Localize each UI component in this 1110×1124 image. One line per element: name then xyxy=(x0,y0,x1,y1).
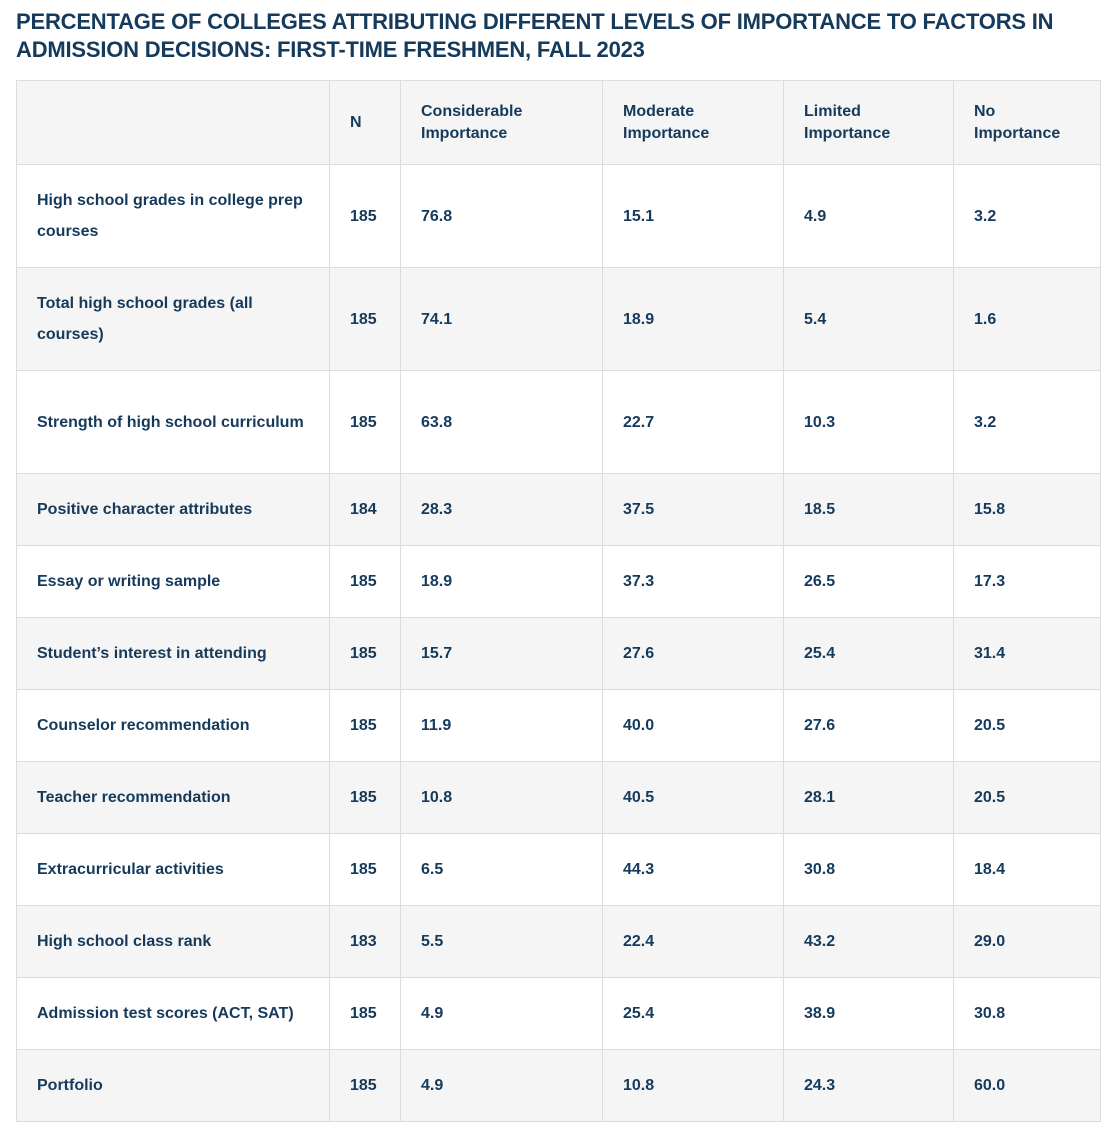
considerable-cell: 28.3 xyxy=(400,473,603,546)
n-cell: 185 xyxy=(329,761,401,834)
limited-cell: 38.9 xyxy=(783,977,954,1050)
header-none: No Importance xyxy=(953,80,1101,165)
moderate-cell: 27.6 xyxy=(602,617,784,690)
header-factor xyxy=(16,80,330,165)
factor-cell: Extracurricular activities xyxy=(16,833,330,906)
header-considerable: Considerable Importance xyxy=(400,80,603,165)
none-cell: 3.2 xyxy=(953,370,1101,474)
table-row: Essay or writing sample 185 18.9 37.3 26.5 17… xyxy=(16,545,1101,618)
header-n: N xyxy=(329,80,401,165)
moderate-cell: 10.8 xyxy=(602,1049,784,1122)
none-cell: 18.4 xyxy=(953,833,1101,906)
moderate-cell: 15.1 xyxy=(602,164,784,268)
n-cell: 184 xyxy=(329,473,401,546)
factor-cell: Teacher recommendation xyxy=(16,761,330,834)
moderate-cell: 22.7 xyxy=(602,370,784,474)
considerable-cell: 63.8 xyxy=(400,370,603,474)
header-row: N Considerable Importance Moderate Impor… xyxy=(16,80,1101,165)
limited-cell: 27.6 xyxy=(783,689,954,762)
none-cell: 30.8 xyxy=(953,977,1101,1050)
considerable-cell: 15.7 xyxy=(400,617,603,690)
limited-cell: 24.3 xyxy=(783,1049,954,1122)
considerable-cell: 76.8 xyxy=(400,164,603,268)
none-cell: 15.8 xyxy=(953,473,1101,546)
limited-cell: 26.5 xyxy=(783,545,954,618)
none-cell: 31.4 xyxy=(953,617,1101,690)
n-cell: 185 xyxy=(329,164,401,268)
factor-cell: Portfolio xyxy=(16,1049,330,1122)
table-title: PERCENTAGE OF COLLEGES ATTRIBUTING DIFFE… xyxy=(16,9,1054,62)
none-cell: 3.2 xyxy=(953,164,1101,268)
moderate-cell: 18.9 xyxy=(602,267,784,371)
header-limited: Limited Importance xyxy=(783,80,954,165)
none-cell: 29.0 xyxy=(953,905,1101,978)
considerable-cell: 11.9 xyxy=(400,689,603,762)
moderate-cell: 25.4 xyxy=(602,977,784,1050)
table-row: Strength of high school curriculum 185 63.… xyxy=(16,370,1101,474)
table-row: Portfolio 185 4.9 10.8 24.3 60.0 xyxy=(16,1049,1101,1122)
limited-cell: 10.3 xyxy=(783,370,954,474)
factor-cell: High school grades in college prep cours… xyxy=(16,164,330,268)
table-row: High school grades in college prep cours… xyxy=(16,164,1101,268)
considerable-cell: 5.5 xyxy=(400,905,603,978)
n-cell: 185 xyxy=(329,1049,401,1122)
n-cell: 185 xyxy=(329,617,401,690)
factor-cell: Counselor recommendation xyxy=(16,689,330,762)
factor-cell: Strength of high school curriculum xyxy=(16,370,330,474)
considerable-cell: 10.8 xyxy=(400,761,603,834)
limited-cell: 28.1 xyxy=(783,761,954,834)
n-cell: 185 xyxy=(329,833,401,906)
table-row: High school class rank 183 5.5 22.4 43.2 29.0 xyxy=(16,905,1101,978)
moderate-cell: 37.3 xyxy=(602,545,784,618)
factor-cell: Total high school grades (all courses) xyxy=(16,267,330,371)
none-cell: 20.5 xyxy=(953,761,1101,834)
limited-cell: 18.5 xyxy=(783,473,954,546)
table-row: Teacher recommendation 185 10.8 40.5 28.1 20.… xyxy=(16,761,1101,834)
n-cell: 185 xyxy=(329,267,401,371)
factor-cell: Admission test scores (ACT, SAT) xyxy=(16,977,330,1050)
none-cell: 60.0 xyxy=(953,1049,1101,1122)
limited-cell: 25.4 xyxy=(783,617,954,690)
none-cell: 20.5 xyxy=(953,689,1101,762)
limited-cell: 4.9 xyxy=(783,164,954,268)
moderate-cell: 44.3 xyxy=(602,833,784,906)
factor-cell: High school class rank xyxy=(16,905,330,978)
n-cell: 185 xyxy=(329,977,401,1050)
table-row: Extracurricular activities 185 6.5 44.3 30.8… xyxy=(16,833,1101,906)
considerable-cell: 4.9 xyxy=(400,977,603,1050)
moderate-cell: 37.5 xyxy=(602,473,784,546)
limited-cell: 30.8 xyxy=(783,833,954,906)
factor-cell: Positive character attributes xyxy=(16,473,330,546)
table-row: Positive character attributes 184 28.3 37.5… xyxy=(16,473,1101,546)
considerable-cell: 6.5 xyxy=(400,833,603,906)
limited-cell: 43.2 xyxy=(783,905,954,978)
considerable-cell: 74.1 xyxy=(400,267,603,371)
considerable-cell: 18.9 xyxy=(400,545,603,618)
header-moderate: Moderate Importance xyxy=(602,80,784,165)
limited-cell: 5.4 xyxy=(783,267,954,371)
table-row: Total high school grades (all courses) 18… xyxy=(16,267,1101,371)
table-row: Student’s interest in attending 185 15.7 27… xyxy=(16,617,1101,690)
moderate-cell: 40.5 xyxy=(602,761,784,834)
none-cell: 1.6 xyxy=(953,267,1101,371)
admission-factors-table: N Considerable Importance Moderate Impor… xyxy=(16,80,1101,1122)
factor-cell: Student’s interest in attending xyxy=(16,617,330,690)
n-cell: 185 xyxy=(329,370,401,474)
n-cell: 185 xyxy=(329,545,401,618)
factor-cell: Essay or writing sample xyxy=(16,545,330,618)
n-cell: 183 xyxy=(329,905,401,978)
table-body: High school grades in college prep cours… xyxy=(16,164,1101,1122)
none-cell: 17.3 xyxy=(953,545,1101,618)
moderate-cell: 40.0 xyxy=(602,689,784,762)
considerable-cell: 4.9 xyxy=(400,1049,603,1122)
moderate-cell: 22.4 xyxy=(602,905,784,978)
n-cell: 185 xyxy=(329,689,401,762)
table-row: Counselor recommendation 185 11.9 40.0 27.6 2… xyxy=(16,689,1101,762)
table-row: Admission test scores (ACT, SAT) 185 4.9 25… xyxy=(16,977,1101,1050)
